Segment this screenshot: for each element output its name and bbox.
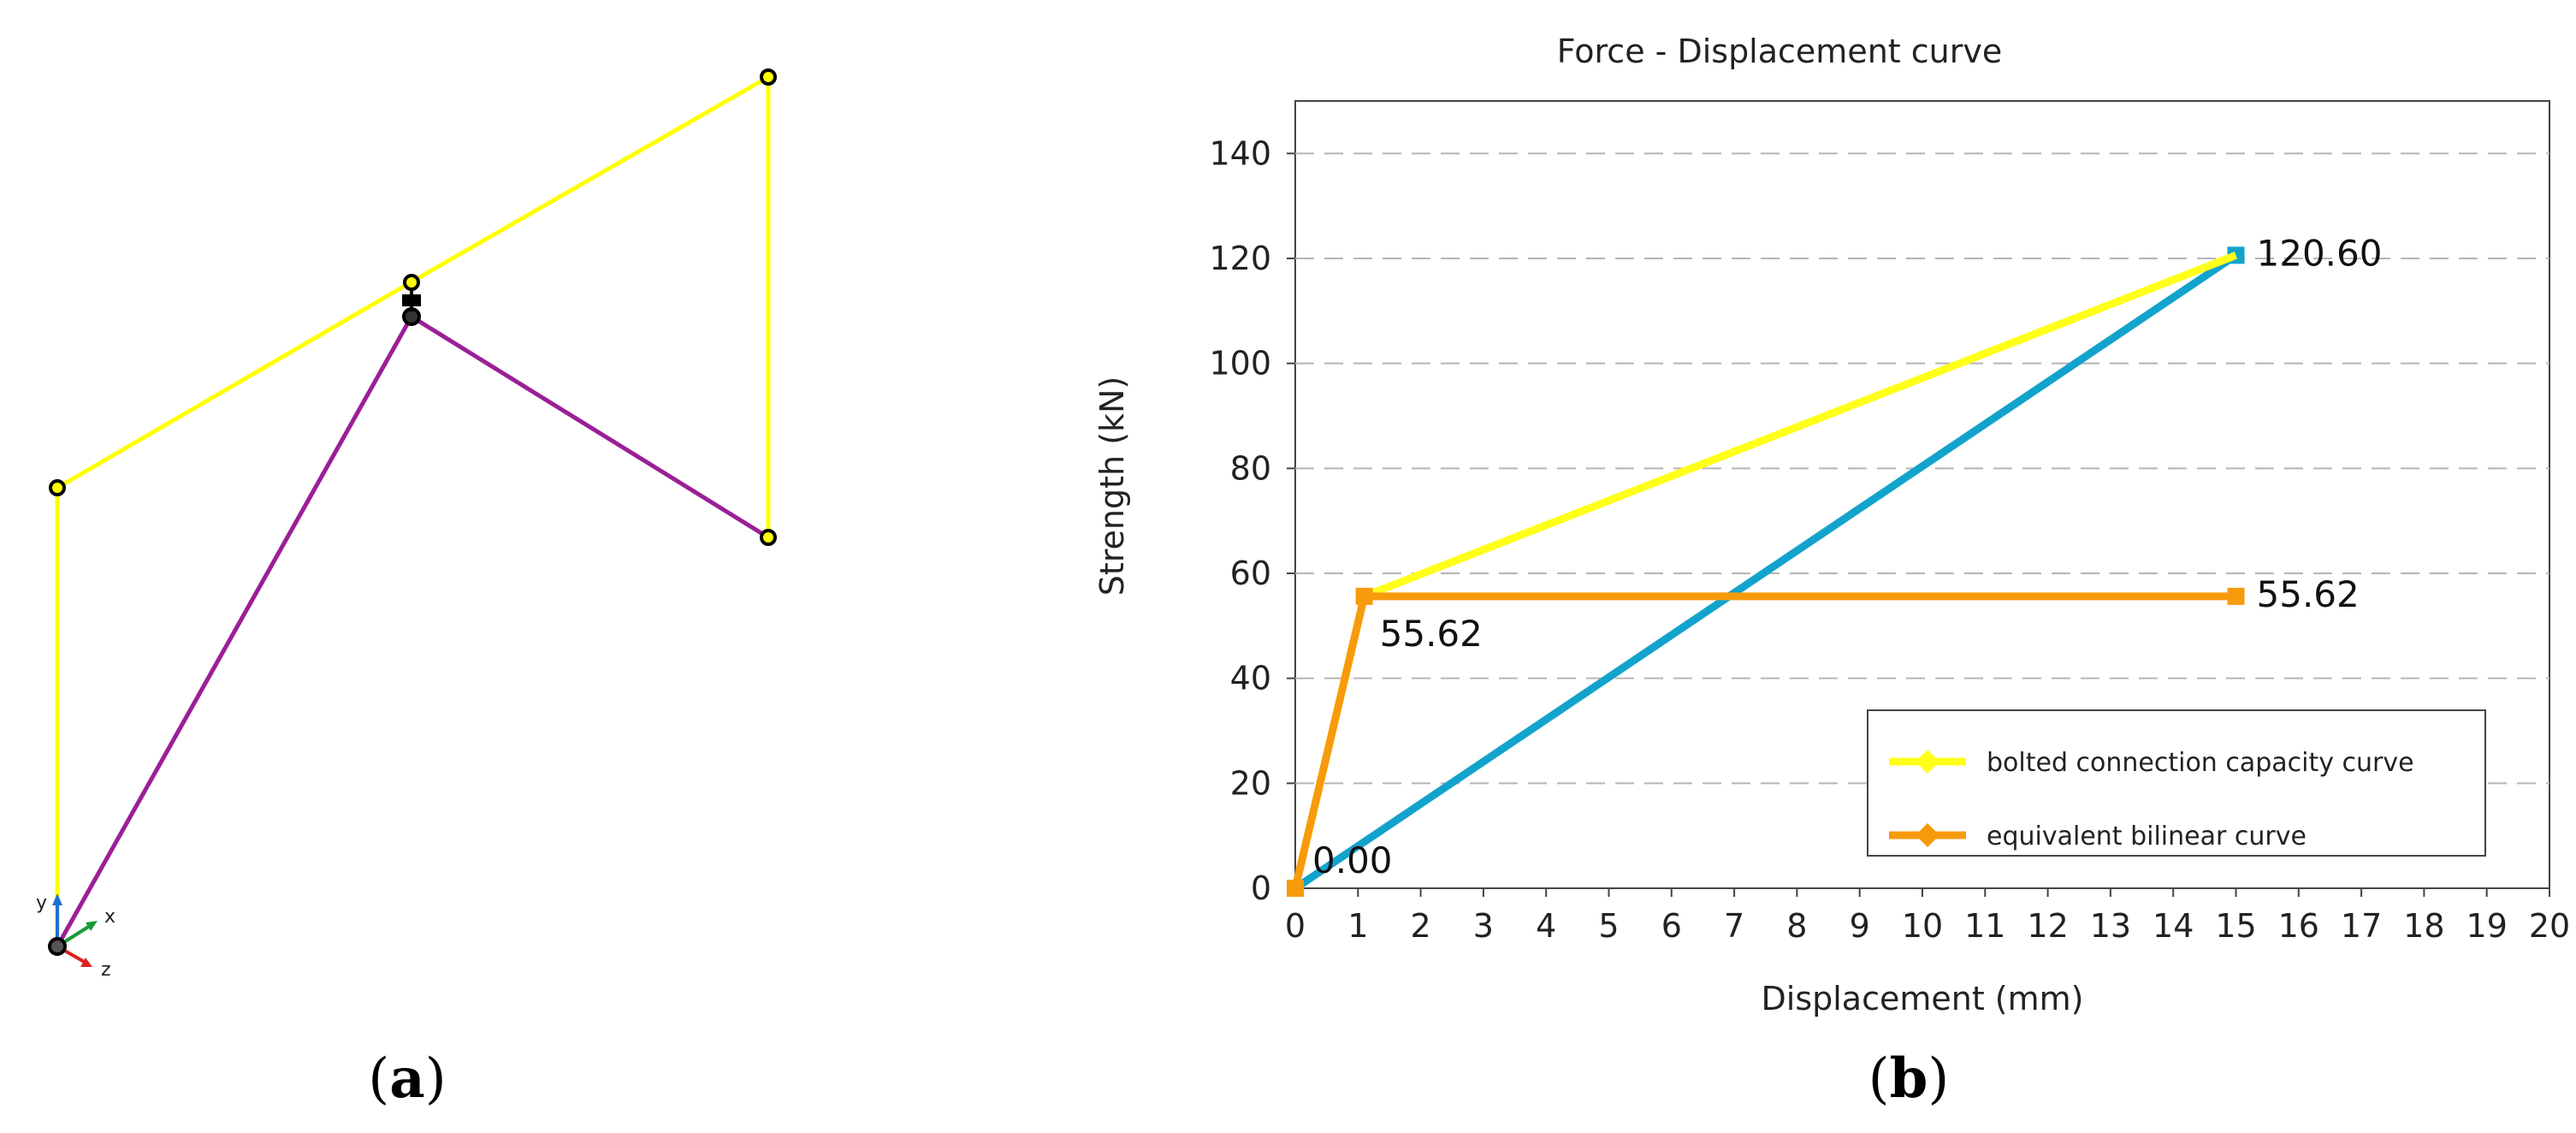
x-tick-label: 12 [2027, 907, 2068, 945]
legend-entry: bolted connection capacity curve [1987, 748, 2414, 778]
legend-entry: equivalent bilinear curve [1987, 822, 2307, 851]
x-tick-label: 5 [1598, 907, 1619, 945]
y-tick-label: 120 [1209, 240, 1271, 277]
x-axis-arrowhead-icon [86, 921, 98, 931]
x-tick-label: 17 [2341, 907, 2382, 945]
data-labels: 120.60 55.62 55.62 0.00 [1312, 232, 2382, 881]
y-tick-label: 60 [1230, 555, 1271, 592]
node-marker [49, 479, 66, 496]
x-tick-label: 19 [2466, 907, 2508, 945]
legend-box [1867, 709, 2486, 857]
data-label: 55.62 [1380, 613, 1483, 655]
panel-b-letter: b [1890, 1047, 1928, 1111]
data-label: 120.60 [2257, 232, 2383, 274]
x-axis-title: Displacement (mm) [1762, 980, 2084, 1017]
y-tick-label: 40 [1230, 660, 1271, 697]
panel-b-label: (b) [1868, 1047, 1950, 1111]
panel-a-label: (a) [368, 1047, 446, 1111]
x-tick-labels: 0 1 2 3 4 5 6 7 8 9 10 11 12 13 14 15 16 17 18 19 20 [1285, 907, 2570, 945]
x-tick-label: 8 [1786, 907, 1807, 945]
x-tick-label: 6 [1661, 907, 1682, 945]
legend-marker-diamond [1916, 750, 1939, 774]
legend: bolted connection capacity curve equivale… [1867, 709, 2486, 857]
x-tick-label: 9 [1850, 907, 1870, 945]
y-axis-arrowhead-icon [52, 893, 62, 905]
upper-chord-right-rafter [409, 74, 770, 285]
data-point [1355, 587, 1373, 605]
x-tick-label: 7 [1724, 907, 1744, 945]
data-label: 55.62 [2257, 573, 2360, 615]
x-tick-label: 14 [2153, 907, 2194, 945]
x-tick-label: 11 [1964, 907, 2005, 945]
y-tick-label: 0 [1251, 869, 1271, 907]
data-label: 0.00 [1312, 839, 1393, 881]
y-tick-label: 20 [1230, 764, 1271, 802]
x-tick-label: 3 [1473, 907, 1494, 945]
panel-a-letter: a [389, 1047, 424, 1111]
data-point [1287, 880, 1304, 897]
y-tick-label: 140 [1209, 134, 1271, 172]
node-marker [760, 529, 777, 546]
coordinate-axes: y x z [36, 893, 115, 981]
y-axis-title: Strength (kN) [1093, 377, 1131, 596]
series-lines [1287, 246, 2245, 897]
y-axis-label: y [36, 893, 47, 914]
node-marker [403, 274, 420, 291]
x-tick-label: 15 [2215, 907, 2256, 945]
z-axis-label: z [101, 959, 111, 981]
x-tick-label: 0 [1285, 907, 1306, 945]
x-tick-label: 18 [2403, 907, 2444, 945]
chart-title: Force - Displacement curve [1557, 33, 2002, 70]
diagonal-left [55, 315, 414, 948]
x-axis-label: x [104, 906, 115, 928]
frame-diagram: y x z (a) [36, 68, 777, 1111]
x-tick-label: 16 [2278, 907, 2319, 945]
node-marker [760, 68, 777, 86]
y-tick-label: 100 [1209, 345, 1271, 383]
data-point [2227, 587, 2245, 605]
diagonal-right [410, 314, 770, 540]
x-tick-label: 4 [1536, 907, 1556, 945]
x-tick-label: 13 [2090, 907, 2131, 945]
z-axis-arrowhead-icon [80, 958, 92, 967]
force-displacement-chart: Force - Displacement curve 0204060801001… [1093, 33, 2570, 1111]
upper-chord-left-rafter [56, 280, 412, 490]
series-line [1293, 252, 2239, 892]
x-tick-label: 2 [1411, 907, 1431, 945]
legend-marker-diamond [1916, 823, 1939, 847]
x-tick-label: 20 [2529, 907, 2570, 945]
x-tick-label: 1 [1347, 907, 1368, 945]
x-tick-label: 10 [1902, 907, 1943, 945]
y-tick-label: 80 [1230, 449, 1271, 487]
origin-node [48, 937, 67, 956]
y-tick-labels: 0 20 40 60 80 100 120 140 [1209, 134, 1271, 907]
